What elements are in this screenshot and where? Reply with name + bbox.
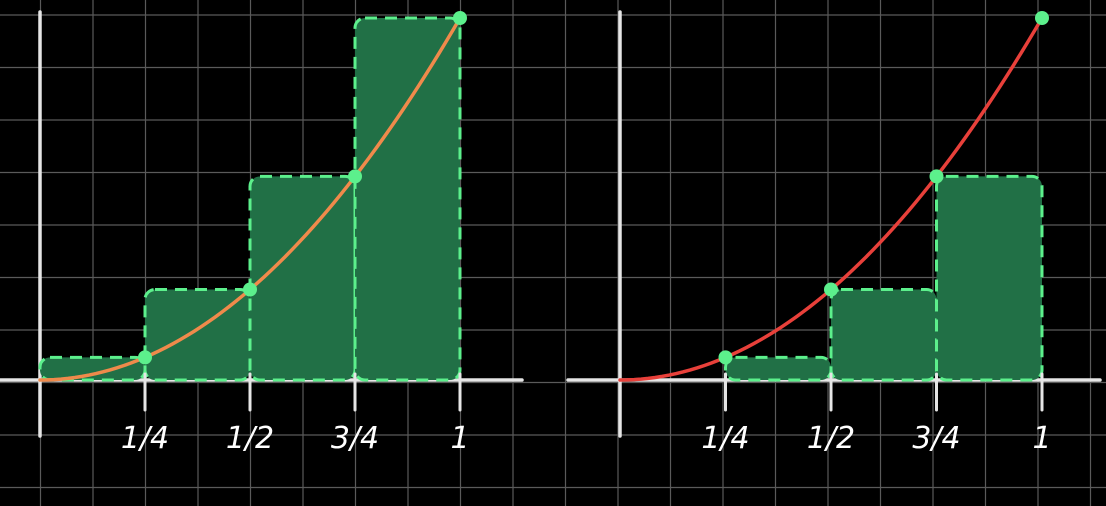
curve-point <box>243 282 257 297</box>
lower-bar-3 <box>829 288 938 382</box>
curve-point <box>1035 11 1049 25</box>
lower-bar-2 <box>724 355 833 382</box>
tick-label: 3/4 <box>331 421 379 456</box>
tick-label: 1 <box>1032 421 1051 456</box>
upper-bar-4 <box>353 16 462 382</box>
tick-label: 1/2 <box>807 421 855 456</box>
curve-point <box>718 350 733 365</box>
upper-bar-1 <box>38 355 147 382</box>
upper-sum-chart: 1/4 1/2 3/4 1 <box>0 10 524 456</box>
tick-label: 1/4 <box>121 421 169 456</box>
curve-point <box>824 282 838 297</box>
tick-label: 3/4 <box>912 421 960 456</box>
curve-point <box>138 350 152 365</box>
lower-bar-4 <box>935 174 1044 382</box>
curve-point <box>453 11 467 25</box>
curve-point <box>348 169 362 184</box>
upper-bar-3 <box>248 174 357 382</box>
tick-label: 1/2 <box>226 421 274 456</box>
lower-sum-chart: 1/4 1/2 3/4 1 <box>566 10 1102 456</box>
tick-label: 1/4 <box>701 421 749 456</box>
curve-point <box>929 169 944 184</box>
tick-label: 1 <box>450 421 469 456</box>
